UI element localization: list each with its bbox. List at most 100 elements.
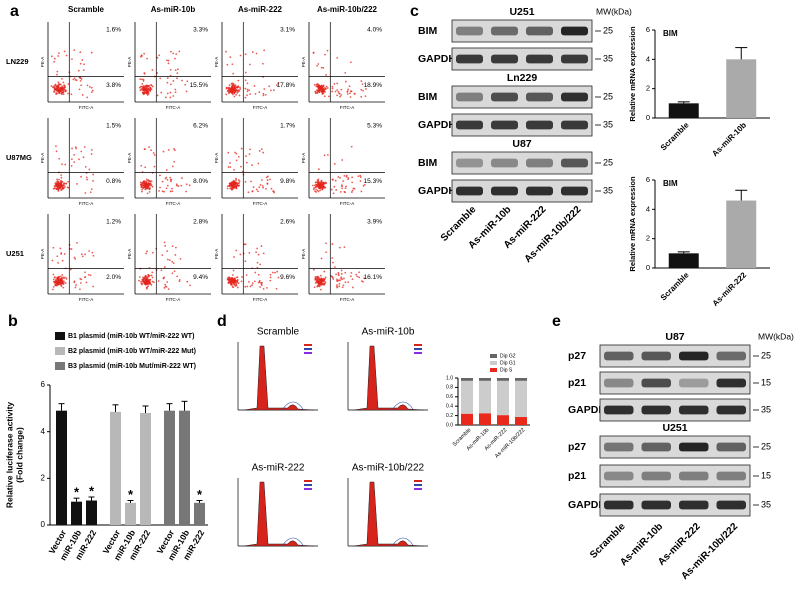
- event-dot: [151, 85, 154, 88]
- event-dot: [165, 176, 168, 179]
- event-dot: [257, 190, 259, 193]
- legend-swatch: [304, 488, 312, 490]
- legend-swatch: [414, 488, 422, 490]
- quadrant-percent: 1.5%: [106, 123, 121, 130]
- event-dot: [152, 152, 155, 154]
- axis-label: PE-A: [301, 153, 306, 164]
- event-dot: [343, 246, 346, 249]
- event-dot: [57, 184, 60, 187]
- event-dot: [62, 184, 65, 187]
- event-dot: [319, 189, 322, 192]
- event-dot: [260, 245, 263, 247]
- legend-label: B3 plasmid (miR-10b Mut/miR-222 WT): [68, 363, 196, 370]
- event-dot: [65, 54, 68, 57]
- event-dot: [322, 280, 325, 282]
- event-dot: [248, 252, 251, 254]
- event-dot: [164, 245, 167, 247]
- blot-band: [641, 471, 671, 481]
- event-dot: [363, 183, 366, 186]
- event-dot: [266, 286, 268, 289]
- legend-swatch: [55, 332, 65, 340]
- quadrant-percent: 3.9%: [367, 219, 382, 226]
- event-dot: [331, 276, 334, 279]
- legend-swatch: [304, 348, 312, 350]
- event-dot: [338, 283, 341, 285]
- blot-band: [679, 405, 709, 415]
- panel-letter: e: [552, 313, 561, 330]
- event-dot: [236, 279, 239, 281]
- event-dot: [55, 150, 58, 153]
- event-dot: [336, 56, 339, 59]
- event-dot: [346, 91, 349, 93]
- event-dot: [173, 270, 176, 273]
- event-dot: [144, 85, 147, 88]
- event-dot: [84, 271, 86, 274]
- event-dot: [337, 176, 340, 178]
- bar: [71, 501, 82, 525]
- event-dot: [323, 154, 326, 157]
- event-dot: [333, 83, 336, 85]
- event-dot: [90, 86, 93, 89]
- event-dot: [56, 89, 59, 92]
- event-dot: [140, 186, 143, 189]
- event-dot: [266, 183, 269, 185]
- event-dot: [246, 90, 249, 93]
- event-dot: [172, 52, 175, 55]
- event-dot: [185, 190, 187, 193]
- event-dot: [274, 271, 276, 274]
- event-dot: [263, 49, 266, 52]
- event-dot: [175, 53, 178, 56]
- event-dot: [178, 50, 181, 53]
- bar: [86, 500, 97, 525]
- event-dot: [351, 181, 354, 184]
- event-dot: [238, 181, 241, 184]
- event-dot: [271, 271, 274, 274]
- event-dot: [67, 83, 70, 85]
- event-dot: [75, 147, 78, 150]
- event-dot: [247, 281, 250, 283]
- event-dot: [55, 145, 57, 148]
- event-dot: [70, 248, 73, 250]
- event-dot: [170, 178, 173, 181]
- event-dot: [227, 166, 230, 168]
- event-dot: [76, 183, 78, 185]
- event-dot: [77, 69, 80, 72]
- blot-band: [456, 120, 483, 130]
- y-axis-label: Relative mRNA expression: [628, 176, 637, 272]
- event-dot: [323, 270, 326, 273]
- y-axis-label: (Fold change): [14, 427, 24, 483]
- event-dot: [322, 67, 325, 69]
- event-dot: [316, 92, 319, 95]
- event-dot: [229, 88, 232, 91]
- event-dot: [149, 282, 152, 284]
- event-dot: [237, 79, 240, 82]
- event-dot: [253, 280, 256, 283]
- event-dot: [84, 276, 86, 279]
- panel-letter: b: [8, 313, 18, 330]
- event-dot: [234, 91, 236, 94]
- histogram-fit: [281, 537, 304, 547]
- event-dot: [79, 282, 82, 284]
- event-dot: [234, 85, 237, 88]
- event-dot: [169, 176, 172, 179]
- blot-title: Ln229: [507, 72, 538, 84]
- event-dot: [235, 179, 237, 181]
- event-dot: [229, 56, 232, 59]
- event-dot: [79, 51, 82, 54]
- event-dot: [231, 278, 234, 281]
- event-dot: [63, 280, 65, 283]
- event-dot: [164, 283, 167, 286]
- event-dot: [243, 243, 246, 246]
- mw-header: MW(kDa): [596, 6, 632, 16]
- quadrant-percent: 2.6%: [280, 219, 295, 226]
- event-dot: [246, 285, 249, 288]
- event-dot: [169, 83, 172, 86]
- event-dot: [320, 186, 322, 189]
- event-dot: [74, 286, 77, 289]
- event-dot: [323, 87, 326, 89]
- blot-strip: [599, 398, 751, 422]
- axis-label: PE-A: [214, 57, 219, 68]
- event-dot: [244, 71, 247, 74]
- event-dot: [147, 285, 150, 288]
- event-dot: [56, 73, 58, 76]
